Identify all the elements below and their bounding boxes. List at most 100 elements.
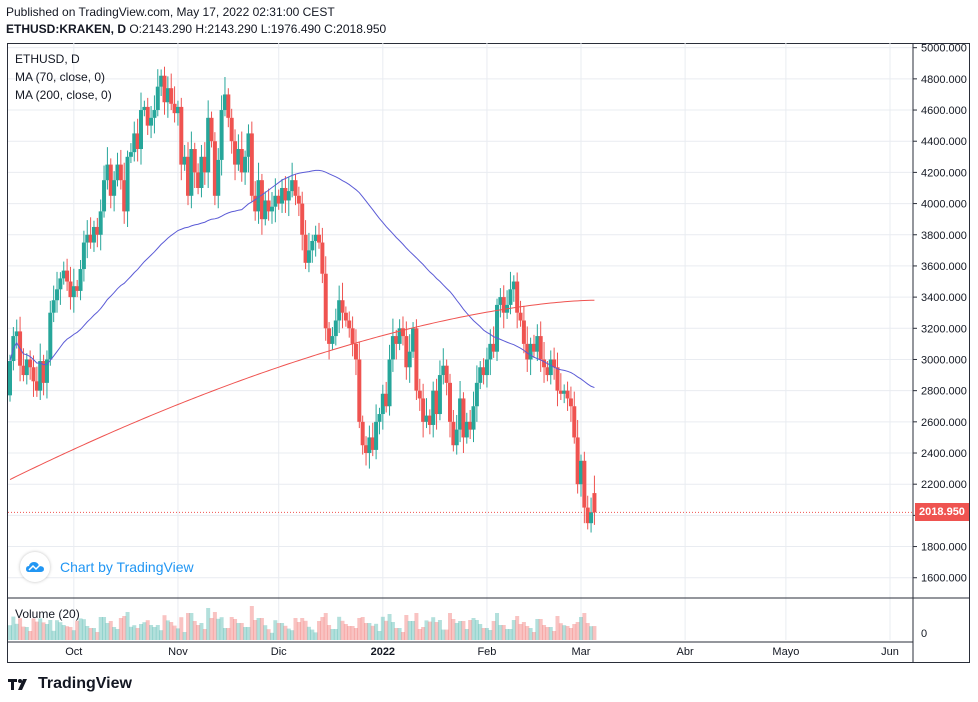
candle-body <box>38 361 43 391</box>
y-tick-label: 4000.000 <box>921 199 967 211</box>
volume-bar <box>491 621 496 640</box>
candle-body <box>21 365 26 376</box>
volume-bar <box>417 629 422 640</box>
candle-body <box>488 343 493 360</box>
volume-bar <box>444 629 449 640</box>
candle-body <box>397 328 402 344</box>
y-tick-label: 3200.000 <box>921 323 967 335</box>
candle-body <box>317 234 322 243</box>
candle-body <box>243 156 248 173</box>
y-tick-label: 2800.000 <box>921 386 967 398</box>
candle-body <box>552 359 557 368</box>
candle-body <box>434 390 439 415</box>
volume-bar <box>582 613 587 640</box>
volume-bar <box>488 630 493 640</box>
candle-body <box>471 406 476 430</box>
volume-bar <box>313 632 318 640</box>
candle-body <box>132 133 137 153</box>
cloud-icon <box>20 552 50 582</box>
candle-body <box>209 117 214 142</box>
volume-bar <box>128 626 133 640</box>
chart-by-label: Chart by TradingView <box>60 559 194 575</box>
candle-body <box>441 365 446 376</box>
candle-body <box>155 86 160 111</box>
candle-body <box>165 88 170 103</box>
volume-bar <box>528 628 533 640</box>
volume-bar <box>95 632 100 640</box>
candle-body <box>518 312 523 321</box>
x-tick-label: Mar <box>572 646 591 658</box>
volume-bar <box>186 613 191 640</box>
candle-body <box>535 336 540 352</box>
volume-bar <box>437 620 442 640</box>
volume-bar <box>138 624 143 640</box>
volume-bar <box>427 621 432 640</box>
volume-bar <box>159 630 164 640</box>
candle-body <box>427 415 432 425</box>
candle-body <box>98 211 103 235</box>
candle-body <box>404 336 409 368</box>
volume-bar <box>568 628 573 640</box>
volume-bar <box>353 628 358 640</box>
volume-bar <box>451 619 456 640</box>
volume-bar <box>380 616 385 640</box>
candle-body <box>515 281 520 313</box>
volume-bar <box>172 625 177 640</box>
volume-bar <box>269 632 274 640</box>
candle-body <box>421 398 426 422</box>
volume-bar <box>521 622 526 640</box>
candle-body <box>78 269 83 291</box>
candle-body <box>451 421 456 446</box>
candle-body <box>340 300 345 313</box>
volume-bar <box>531 632 536 640</box>
volume-bar <box>511 620 516 640</box>
volume-bar <box>461 621 466 640</box>
y-tick-label: 4600.000 <box>921 105 967 117</box>
volume-bar <box>169 622 174 640</box>
volume-bar <box>51 630 56 640</box>
candle-body <box>169 88 174 104</box>
candle-body <box>592 493 597 513</box>
candle-body <box>55 289 60 301</box>
candle-body <box>28 359 33 368</box>
volume-bar <box>384 620 389 640</box>
volume-bar <box>283 625 288 640</box>
candle-body <box>65 270 70 282</box>
volume-bar <box>243 627 248 640</box>
candle-body <box>380 393 385 415</box>
candle-body <box>108 164 113 196</box>
tv-icon <box>8 679 27 690</box>
candle-body <box>71 286 76 298</box>
candle-body <box>562 390 567 394</box>
candle-body <box>91 226 96 243</box>
candle-body <box>306 250 311 263</box>
candle-body <box>138 110 143 150</box>
volume-bar <box>454 623 459 640</box>
legend-ma70: MA (70, close, 0) <box>15 70 106 84</box>
volume-bar <box>431 617 436 640</box>
candle-body <box>431 390 436 425</box>
volume-bar <box>364 623 369 640</box>
chart-by-badge[interactable]: Chart by TradingView <box>20 552 194 582</box>
candle-body <box>273 195 278 207</box>
volume-bar <box>310 629 315 640</box>
candle-body <box>578 460 583 485</box>
volume-bar <box>58 622 63 640</box>
volume-bar <box>44 624 49 640</box>
volume-bar <box>350 626 355 640</box>
candle-body <box>464 421 469 438</box>
volume-bar <box>538 619 543 640</box>
volume-bar <box>323 613 328 640</box>
candle-body <box>360 421 365 446</box>
volume-bar <box>434 622 439 640</box>
candle-body <box>112 180 117 196</box>
volume-bar <box>458 621 463 640</box>
volume-bar <box>562 625 567 640</box>
candle-body <box>501 297 506 313</box>
volume-bar <box>263 625 268 640</box>
x-tick-label: Oct <box>65 646 82 658</box>
last-price-tag: 2018.950 <box>915 503 969 522</box>
candle-body <box>525 343 530 360</box>
tradingview-logo[interactable]: TradingView <box>8 675 132 693</box>
